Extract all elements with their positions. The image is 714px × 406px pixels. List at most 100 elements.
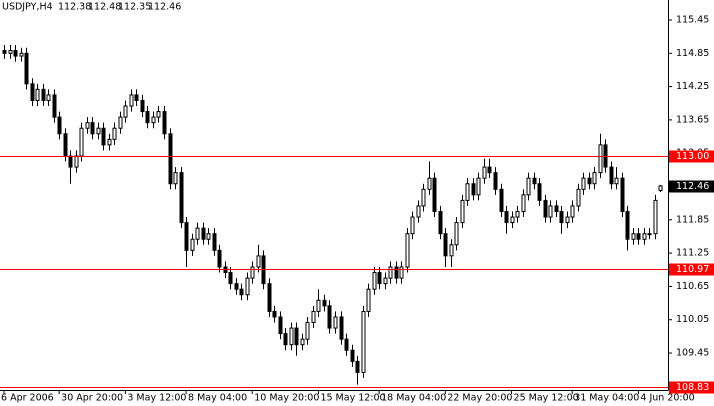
candle-body <box>432 177 437 212</box>
candle-body <box>90 122 95 135</box>
hline-label-box <box>669 150 714 163</box>
candle-body <box>239 288 244 296</box>
candle-body <box>24 52 29 85</box>
candle-body <box>510 216 515 224</box>
candle-body <box>289 327 294 346</box>
candle-body <box>8 50 13 54</box>
candle-body <box>653 199 658 235</box>
x-tick-label: 10 May 20:00 <box>254 393 319 404</box>
candle-body <box>631 233 636 240</box>
candle-body <box>405 233 410 268</box>
candle-body <box>96 127 101 135</box>
candle-body <box>267 283 272 312</box>
x-tick-label: 8 May 04:00 <box>188 393 247 404</box>
candle-body <box>482 166 487 179</box>
candle-body <box>460 199 465 224</box>
candle-body <box>587 177 592 185</box>
candle-body <box>592 172 597 185</box>
last-high: 112.48 <box>88 2 121 13</box>
candle-body <box>499 188 504 212</box>
candle-body <box>454 222 459 246</box>
y-tick-label: 109.45 <box>676 348 709 359</box>
candle-body <box>300 338 305 346</box>
hline-label: 108.83 <box>676 382 709 393</box>
candle-body <box>620 177 625 212</box>
candle-body <box>123 105 128 118</box>
candle-body <box>151 116 156 124</box>
candle-body <box>614 177 619 185</box>
y-tick-label: 113.65 <box>676 114 709 125</box>
candle-body <box>57 116 62 135</box>
candle-body <box>173 172 178 185</box>
candle-body <box>63 133 68 157</box>
candle-body <box>410 216 415 235</box>
candle-body <box>206 233 211 240</box>
candle-body <box>372 272 377 290</box>
candle-body <box>184 222 189 251</box>
y-tick-label: 111.85 <box>676 214 709 225</box>
candle-body <box>576 188 581 207</box>
candle-body <box>554 205 559 212</box>
chart-title: USDJPY,H4 <box>2 2 53 13</box>
candle-body <box>145 111 150 124</box>
candle-body <box>294 327 299 346</box>
candle-body <box>35 88 40 101</box>
price-label: 112.46 <box>676 181 709 192</box>
candle-body <box>278 316 283 335</box>
candle-body <box>598 144 603 174</box>
candle-body <box>156 111 161 118</box>
candle-body <box>465 183 470 201</box>
candle-body <box>212 233 217 251</box>
hline-label-box <box>669 381 714 394</box>
x-tick-label: 30 Apr 20:00 <box>61 393 123 404</box>
candle-body <box>416 205 421 218</box>
candle-body <box>283 333 288 346</box>
y-tick-label: 115.45 <box>676 14 709 25</box>
x-tick-label: 31 May 04:00 <box>574 393 639 404</box>
candle-body <box>394 266 399 279</box>
candle-body <box>245 277 250 296</box>
candle-body <box>19 52 24 57</box>
candle-body <box>355 360 360 373</box>
candle-body <box>521 194 526 212</box>
candle-body <box>162 111 167 135</box>
x-tick-label: 4 Jun 20:00 <box>640 393 694 404</box>
last-open: 112.38 <box>58 2 91 13</box>
y-tick-label: 114.25 <box>676 81 709 92</box>
candle-body <box>471 183 476 196</box>
hline-label: 110.97 <box>676 264 709 275</box>
candle-body <box>603 144 608 168</box>
candle-body <box>543 199 548 218</box>
candle-body <box>377 272 382 285</box>
candle-body <box>526 177 531 196</box>
x-tick-label: 25 May 12:00 <box>514 393 579 404</box>
y-tick-label: 110.65 <box>676 281 709 292</box>
candle-body <box>322 299 327 307</box>
candle-body <box>30 83 35 101</box>
candle-body <box>52 94 57 118</box>
candle-body <box>361 310 366 373</box>
candle-body <box>190 238 195 251</box>
candle-body <box>234 283 239 290</box>
candle-body <box>2 50 7 54</box>
candle-body <box>476 177 481 196</box>
candle-body <box>311 310 316 324</box>
candle-body <box>399 266 404 279</box>
candle-body <box>383 277 388 285</box>
candle-body <box>515 210 520 218</box>
x-tick-label: 15 May 12:00 <box>320 393 385 404</box>
candle-body <box>327 305 332 329</box>
y-tick-label: 110.05 <box>676 314 709 325</box>
last-close: 112.46 <box>148 2 181 13</box>
y-tick-label: 114.85 <box>676 48 709 59</box>
candle-body <box>250 266 255 279</box>
candle-body <box>118 116 123 129</box>
candle-body <box>537 183 542 201</box>
candle-body <box>228 272 233 285</box>
candle-body <box>647 233 652 236</box>
candle-body <box>195 227 200 240</box>
candle-body <box>570 205 575 218</box>
candle-body <box>13 50 18 57</box>
x-tick-label: 6 Apr 2006 <box>1 393 54 404</box>
